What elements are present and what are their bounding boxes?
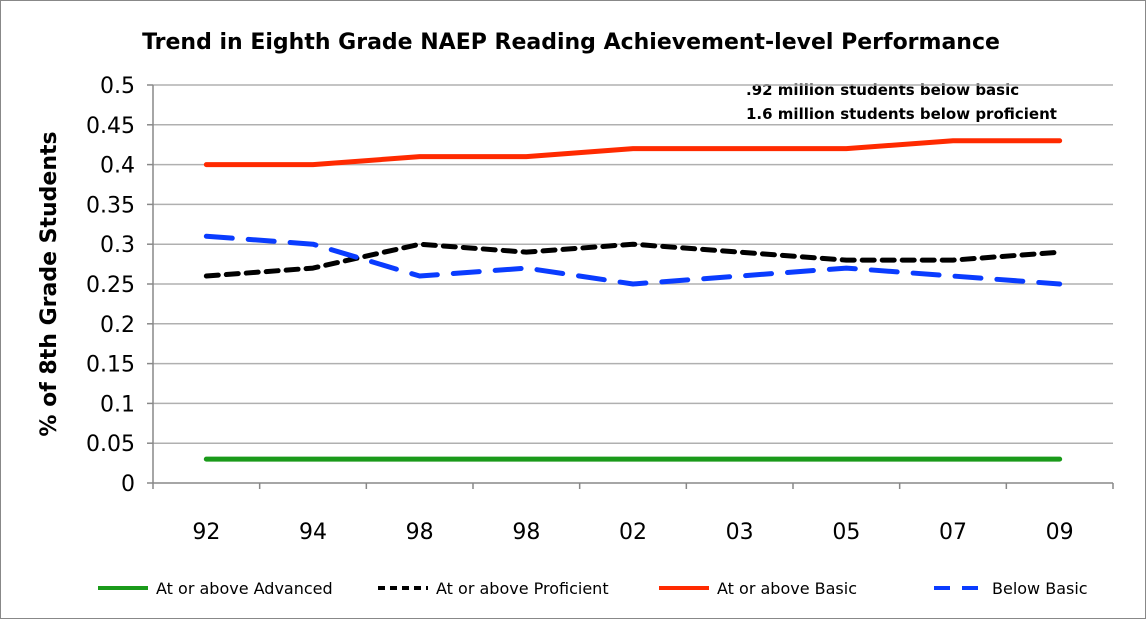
- y-tick-label: 0: [121, 472, 135, 497]
- x-tick-label: 03: [726, 520, 754, 545]
- x-tick-label: 98: [406, 520, 434, 545]
- annotation-below-proficient: 1.6 million students below proficient: [746, 105, 1057, 123]
- series-line-2: [206, 141, 1059, 165]
- legend-label-1: At or above Proficient: [436, 579, 609, 598]
- x-tick-label: 09: [1046, 520, 1074, 545]
- y-tick-label: 0.15: [86, 353, 135, 378]
- x-tick-label: 98: [512, 520, 540, 545]
- annotation-below-basic: .92 million students below basic: [746, 81, 1019, 99]
- y-tick-label: 0.25: [86, 273, 135, 298]
- legend-label-3: Below Basic: [992, 579, 1088, 598]
- y-tick-label: 0.2: [100, 313, 135, 338]
- x-tick-label: 92: [192, 520, 220, 545]
- y-tick-label: 0.05: [86, 432, 135, 457]
- legend-label-0: At or above Advanced: [156, 579, 333, 598]
- y-tick-label: 0.45: [86, 114, 135, 139]
- x-tick-label: 05: [832, 520, 860, 545]
- y-tick-label: 0.3: [100, 233, 135, 258]
- x-tick-label: 02: [619, 520, 647, 545]
- y-tick-label: 0.35: [86, 193, 135, 218]
- legend-label-2: At or above Basic: [717, 579, 857, 598]
- y-tick-label: 0.4: [100, 154, 135, 179]
- y-axis-label: % of 8th Grade Students: [37, 131, 62, 436]
- y-tick-label: 0.1: [100, 392, 135, 417]
- x-tick-label: 94: [299, 520, 327, 545]
- y-tick-label: 0.5: [100, 74, 135, 99]
- chart-title: Trend in Eighth Grade NAEP Reading Achie…: [142, 30, 1000, 55]
- x-tick-label: 07: [939, 520, 967, 545]
